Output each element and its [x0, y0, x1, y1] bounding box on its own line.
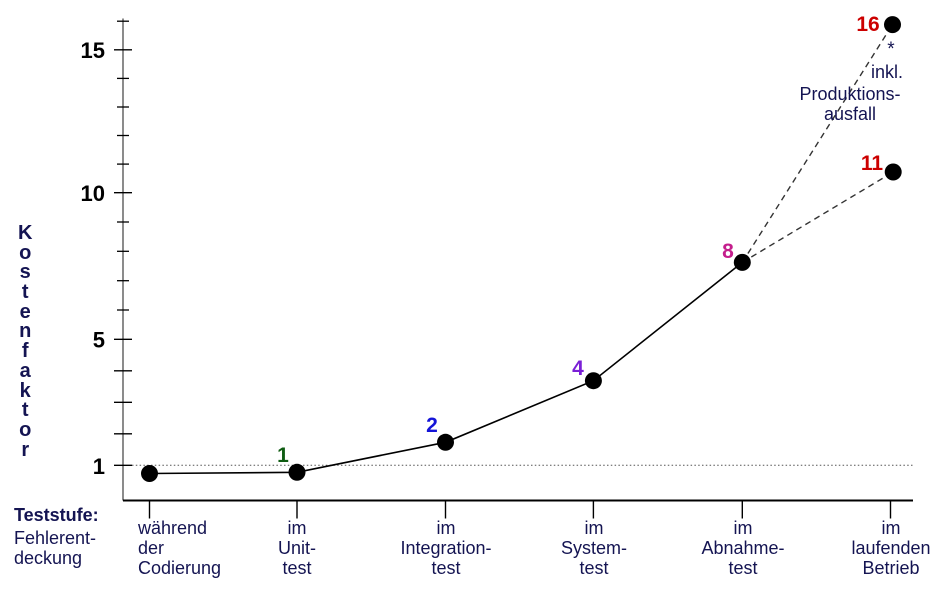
svg-text:*: * — [887, 39, 895, 60]
svg-text:8: 8 — [722, 240, 734, 263]
svg-text:10: 10 — [81, 181, 105, 206]
svg-text:4: 4 — [572, 357, 584, 380]
svg-text:11: 11 — [861, 152, 884, 175]
svg-text:16: 16 — [856, 13, 879, 36]
svg-text:1: 1 — [277, 444, 289, 467]
svg-text:2: 2 — [426, 414, 438, 437]
svg-text:1: 1 — [93, 454, 105, 479]
svg-text:5: 5 — [93, 328, 105, 353]
svg-text:15: 15 — [81, 38, 105, 63]
